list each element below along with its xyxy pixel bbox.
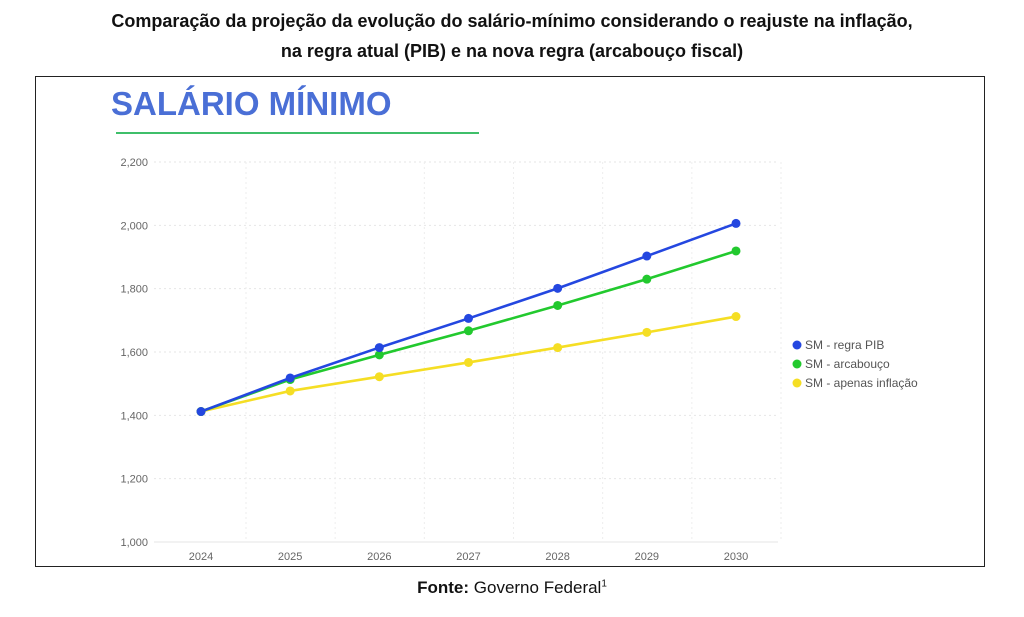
- data-point: [464, 357, 473, 367]
- legend-marker: [792, 378, 802, 388]
- data-point: [731, 218, 741, 228]
- footnote-marker: 1: [601, 578, 607, 590]
- legend-marker: [792, 359, 802, 369]
- data-point: [642, 327, 652, 337]
- data-point: [731, 312, 741, 322]
- figure-title-line-2: na regra atual (PIB) e na nova regra (ar…: [280, 41, 744, 61]
- data-point: [285, 386, 295, 396]
- source-line: Fonte: Governo Federal1: [0, 578, 1024, 598]
- data-point: [285, 373, 295, 383]
- chart-frame: SALÁRIO MÍNIMO 1,000 1,200 1,400 1,600 1,800 2…: [35, 76, 985, 567]
- x-tick-label: 2026: [367, 551, 391, 563]
- x-tick-label: 2030: [724, 551, 748, 563]
- legend-marker: [792, 340, 802, 350]
- data-point: [374, 343, 384, 353]
- data-point: [731, 246, 741, 256]
- line-chart: SALÁRIO MÍNIMO 1,000 1,200 1,400 1,600 1,800 2…: [111, 85, 918, 563]
- data-point: [196, 407, 206, 417]
- data-point: [553, 343, 563, 353]
- x-tick-label: 2027: [456, 551, 480, 563]
- data-point: [642, 274, 652, 284]
- figure-title: Comparação da projeção da evolução do sa…: [0, 6, 1024, 66]
- legend-label: SM - regra PIB: [805, 338, 884, 352]
- x-tick-label: 2028: [545, 551, 569, 563]
- data-point: [642, 251, 652, 261]
- data-point: [374, 372, 384, 382]
- source-label: Fonte:: [417, 578, 470, 597]
- data-point: [464, 313, 473, 323]
- x-tick-label: 2025: [278, 551, 302, 563]
- y-tick-label: 1,400: [120, 410, 148, 422]
- data-point: [553, 300, 563, 310]
- x-tick-label: 2029: [635, 551, 659, 563]
- y-tick-label: 1,000: [120, 537, 148, 549]
- y-tick-label: 1,600: [120, 347, 148, 359]
- data-point: [553, 283, 563, 293]
- y-tick-label: 1,800: [120, 284, 148, 296]
- legend-label: SM - apenas inflação: [805, 376, 918, 390]
- legend-label: SM - arcabouço: [805, 357, 890, 371]
- figure-title-line-1: Comparação da projeção da evolução do sa…: [111, 11, 913, 31]
- y-tick-label: 2,000: [120, 220, 148, 232]
- data-point: [374, 350, 384, 360]
- x-tick-label: 2024: [189, 551, 213, 563]
- source-value: Governo Federal: [473, 578, 602, 597]
- y-tick-label: 1,200: [120, 474, 148, 486]
- data-point: [464, 326, 473, 336]
- y-tick-label: 2,200: [120, 157, 148, 169]
- chart-title: SALÁRIO MÍNIMO: [111, 85, 391, 122]
